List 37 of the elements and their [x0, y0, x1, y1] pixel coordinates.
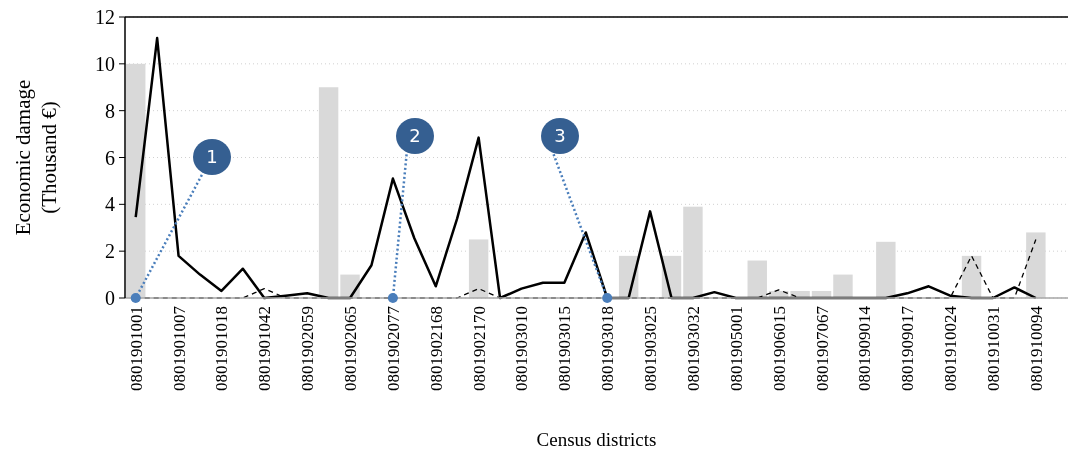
x-tick-label: 0801902170: [469, 306, 489, 391]
x-tick-label: 0801903032: [683, 306, 703, 391]
bar: [961, 255, 982, 298]
y-tick-label: 6: [105, 146, 115, 169]
y-axis-title: Economic damage (Thousand €): [11, 79, 61, 236]
y-tick-label: 10: [95, 52, 115, 75]
y-tick-label: 4: [105, 193, 115, 216]
x-tick-label: 0801902059: [298, 306, 318, 391]
x-tick-label: 0801901018: [212, 306, 232, 391]
y-tick-label: 2: [105, 240, 115, 263]
x-tick-label: 0801903015: [555, 306, 575, 391]
x-tick-label: 0801901001: [126, 306, 146, 391]
y-tick-label: 8: [105, 99, 115, 122]
bar: [833, 274, 853, 298]
x-tick-label: 0801902168: [426, 306, 446, 391]
y-tick-label: 0: [105, 287, 115, 309]
bar: [747, 260, 767, 298]
annotation: 3: [554, 125, 566, 147]
x-tick-label: 0801910024: [941, 305, 961, 391]
x-tick-label: 0801910031: [983, 306, 1003, 391]
annotation: 1: [206, 146, 218, 168]
x-tick-label: 0801901007: [169, 305, 189, 391]
annotation: 2: [409, 125, 421, 147]
x-tick-label: 0801909017: [898, 305, 918, 391]
x-tick-label: 0801909014: [855, 305, 875, 391]
y-tick-label: 12: [95, 6, 115, 28]
x-tick-label: 0801903010: [512, 306, 532, 391]
x-tick-label: 0801902065: [341, 306, 361, 391]
x-tick-label: 0801905001: [726, 306, 746, 391]
x-tick-label: 0801906015: [769, 306, 789, 391]
x-tick-label: 0801903025: [641, 306, 661, 391]
x-tick-label: 0801901042: [255, 306, 275, 391]
x-tick-label: 0801903018: [598, 306, 618, 391]
x-tick-label: 0801902077: [383, 305, 403, 391]
x-axis-title: Census districts: [536, 429, 657, 450]
x-tick-label: 0801907067: [812, 305, 832, 391]
x-tick-label: 0801910094: [1026, 305, 1046, 391]
